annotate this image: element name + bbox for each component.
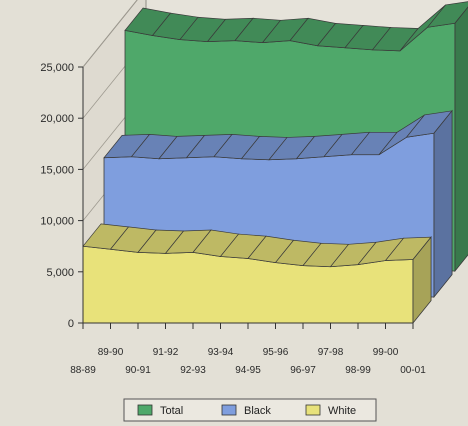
x-tick-label: 89-90 [98,347,124,358]
x-tick-label: 90-91 [125,365,151,376]
gridline [82,0,138,68]
y-tick-label: 0 [68,318,74,330]
x-tick-label: 96-97 [290,365,316,376]
axes [78,66,414,329]
x-tick-label: 95-96 [263,347,289,358]
y-tick-label: 25,000 [40,62,74,74]
x-tick-label: 93-94 [208,347,234,358]
legend-swatch-black [221,404,237,416]
x-tick-label: 92-93 [180,365,206,376]
legend-box [123,398,377,422]
x-tick-label: 97-98 [318,347,344,358]
area-side-total [454,6,468,273]
x-tick-labels: 89-90 91-92 93-94 95-96 97-98 99-00 88-89 90-91… [70,347,426,376]
x-tick-label: 88-89 [70,365,96,376]
y-tick-label: 20,000 [40,113,74,125]
series-white [82,223,432,325]
x-tick-label: 00-01 [400,365,426,376]
legend-swatch-white [305,404,321,416]
legend: Total Black White [123,398,377,422]
area-side-black [433,109,453,299]
x-tick-label: 94-95 [235,365,261,376]
legend-label-white: White [328,405,356,417]
x-tick-label: 99-00 [373,347,399,358]
y-tick-label: 10,000 [40,216,74,228]
data-areas [82,1,468,325]
y-tick-label: 15,000 [40,164,74,176]
area-top-segment [426,1,468,28]
legend-label-black: Black [244,405,271,417]
area-side-white [412,236,432,325]
x-tick-label: 91-92 [153,347,179,358]
y-tick-labels: 0 5,000 10,000 15,000 20,000 25,000 [40,62,74,330]
legend-label-total: Total [160,405,183,417]
x-tick-label: 98-99 [345,365,371,376]
legend-swatch-total [137,404,153,416]
y-tick-label: 5,000 [46,267,74,279]
